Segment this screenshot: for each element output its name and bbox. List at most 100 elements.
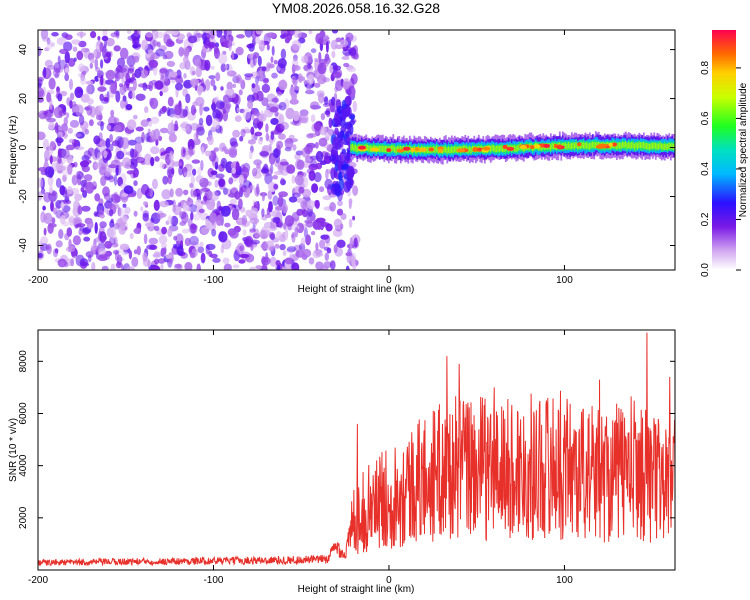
noise-blob bbox=[340, 213, 347, 220]
noise-blob bbox=[53, 207, 58, 215]
noise-blob bbox=[131, 90, 136, 100]
noise-blob bbox=[324, 110, 331, 115]
signal-band-strip bbox=[648, 144, 651, 150]
noise-blob bbox=[269, 106, 279, 113]
noise-blob bbox=[198, 117, 204, 126]
signal-band-strip bbox=[671, 142, 674, 149]
noise-blob bbox=[218, 53, 228, 65]
noise-blob bbox=[224, 30, 232, 37]
noise-blob bbox=[161, 226, 168, 235]
noise-blob bbox=[57, 258, 67, 268]
noise-blob bbox=[301, 172, 307, 177]
noise-blob bbox=[69, 92, 75, 101]
noise-blob bbox=[179, 211, 187, 220]
noise-blob bbox=[335, 37, 342, 43]
snr-x-tick-label: -100 bbox=[203, 575, 223, 586]
noise-blob bbox=[43, 192, 52, 203]
noise-blob bbox=[99, 231, 107, 244]
noise-blob bbox=[187, 138, 195, 150]
noise-blob bbox=[271, 45, 275, 56]
signal-band-strip bbox=[446, 147, 449, 154]
noise-blob bbox=[109, 143, 114, 152]
spectrogram-x-tick-label: 100 bbox=[556, 275, 573, 286]
noise-blob bbox=[346, 87, 352, 96]
signal-band-strip bbox=[662, 143, 665, 150]
noise-blob bbox=[238, 174, 245, 185]
noise-blob bbox=[38, 78, 43, 87]
noise-blob bbox=[122, 203, 127, 208]
noise-blob bbox=[133, 55, 140, 63]
noise-blob bbox=[308, 170, 316, 182]
noise-blob bbox=[265, 123, 269, 133]
noise-blob bbox=[82, 70, 87, 76]
signal-band-strip bbox=[642, 141, 645, 148]
noise-blob bbox=[190, 223, 197, 234]
noise-blob bbox=[145, 132, 151, 143]
noise-blob bbox=[60, 123, 68, 133]
noise-blob bbox=[232, 83, 236, 88]
noise-blob bbox=[49, 140, 56, 148]
noise-blob bbox=[195, 66, 203, 78]
noise-blob bbox=[71, 174, 78, 186]
noise-blob bbox=[114, 30, 119, 36]
noise-blob bbox=[205, 114, 213, 127]
noise-blob bbox=[67, 127, 73, 134]
noise-blob bbox=[236, 34, 245, 39]
noise-blob bbox=[213, 85, 217, 91]
snr-panel: -200 -100 0 100 2000 4000 6000 8000 Height of s… bbox=[8, 329, 676, 595]
signal-band-strip bbox=[396, 145, 399, 152]
noise-blob bbox=[121, 251, 129, 256]
colorbar-tick-label: 0.0 bbox=[700, 263, 711, 277]
noise-blob bbox=[183, 55, 189, 64]
noise-blob bbox=[154, 80, 164, 90]
noise-blob bbox=[276, 91, 282, 97]
signal-band-strip bbox=[563, 142, 566, 149]
signal-band-strip bbox=[660, 143, 663, 150]
noise-blob bbox=[178, 46, 185, 57]
noise-blob bbox=[151, 30, 156, 33]
noise-blob bbox=[293, 30, 302, 39]
noise-blob bbox=[214, 161, 219, 170]
noise-blob bbox=[320, 160, 327, 165]
noise-blob bbox=[48, 77, 56, 90]
noise-blob bbox=[344, 95, 352, 107]
noise-blob bbox=[222, 257, 230, 265]
noise-blob bbox=[278, 114, 285, 125]
transition-blob bbox=[334, 127, 339, 135]
noise-blob bbox=[206, 198, 216, 211]
noise-blob bbox=[234, 191, 241, 200]
noise-blob bbox=[309, 155, 319, 160]
noise-blob bbox=[212, 117, 220, 130]
signal-band-strip bbox=[579, 142, 582, 149]
noise-blob bbox=[47, 65, 56, 70]
noise-blob bbox=[174, 263, 182, 269]
noise-blob bbox=[95, 67, 101, 72]
noise-blob bbox=[252, 54, 257, 66]
signal-band-strip bbox=[668, 142, 671, 149]
noise-blob bbox=[74, 104, 84, 116]
signal-band-strip bbox=[365, 144, 368, 151]
noise-blob bbox=[280, 30, 291, 38]
noise-blob bbox=[196, 263, 201, 270]
noise-blob bbox=[117, 207, 122, 217]
noise-blob bbox=[90, 30, 97, 39]
noise-blob bbox=[346, 66, 357, 73]
noise-blob bbox=[256, 183, 260, 196]
noise-blob bbox=[174, 104, 182, 116]
noise-blob bbox=[218, 231, 228, 243]
noise-blob bbox=[86, 104, 93, 116]
noise-blob bbox=[38, 177, 44, 189]
noise-blob bbox=[147, 49, 154, 55]
noise-blob bbox=[250, 242, 254, 252]
noise-blob bbox=[224, 222, 231, 228]
noise-blob bbox=[117, 176, 123, 187]
noise-blob bbox=[81, 205, 91, 212]
noise-blob bbox=[46, 92, 52, 103]
noise-blob bbox=[302, 176, 309, 188]
noise-blob bbox=[38, 240, 43, 247]
noise-blob bbox=[116, 150, 125, 160]
signal-band-strip bbox=[665, 143, 668, 150]
noise-blob bbox=[190, 78, 200, 86]
noise-blob bbox=[43, 212, 53, 224]
noise-blob bbox=[203, 106, 210, 112]
